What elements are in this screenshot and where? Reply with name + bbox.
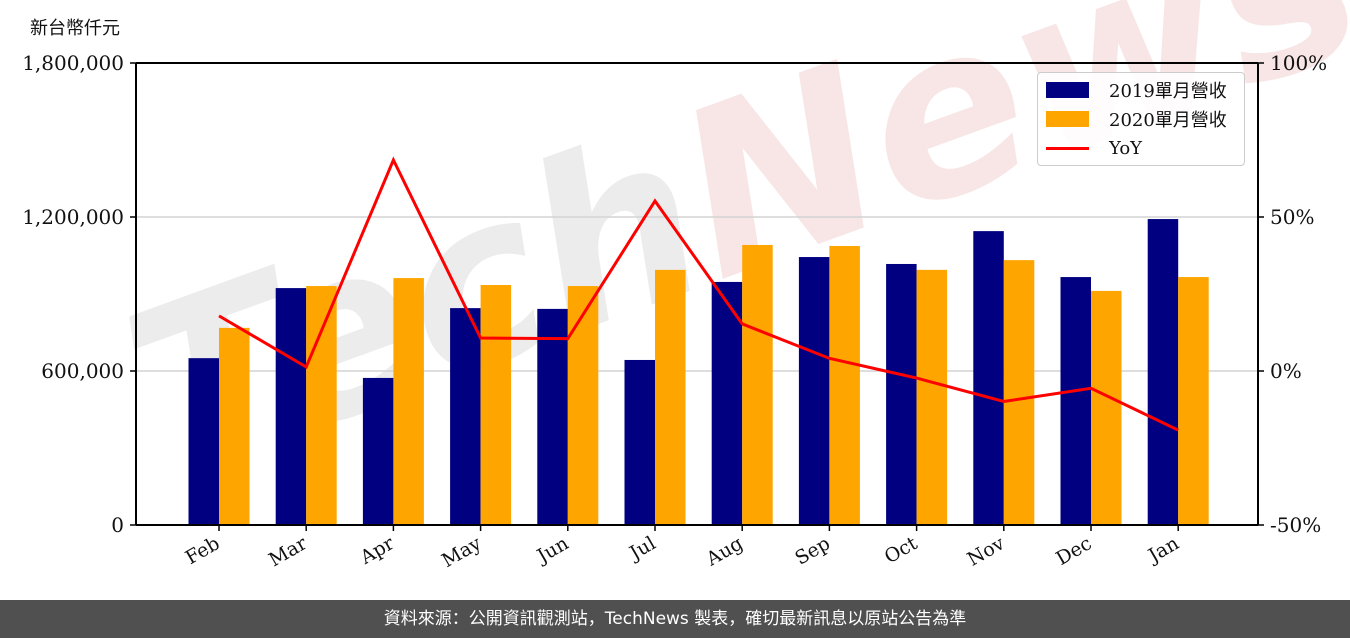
bar-2019 [798,257,830,525]
bar-2019 [188,358,219,525]
x-tick-label: Jan [1143,532,1183,568]
yoy-line-series [218,156,1179,432]
bar-2019 [1060,277,1091,525]
legend-line-yoy [1046,146,1089,150]
x-tick-label: Jul [624,532,659,565]
legend-item-yoy: YoY [1046,136,1142,160]
legend-swatch-2019 [1046,82,1089,98]
bar-2020 [655,269,686,525]
bar-series [188,219,1209,525]
bar-2020 [480,285,512,525]
y-axis-unit-label: 新台幣仟元 [30,18,120,39]
bar-2020 [916,269,948,525]
x-tick-label: Dec [1052,532,1095,570]
bar-2019 [1147,219,1179,525]
bar-2020 [1003,260,1035,525]
y2-tick-label: 50% [1270,205,1314,229]
legend-label-2019: 2019單月營收 [1109,81,1227,102]
bar-2020 [1178,277,1209,525]
x-tick-label: Oct [881,532,922,568]
legend: 2019單月營收 2020單月營收 YoY [1037,72,1245,166]
legend-label-2020: 2020單月營收 [1109,110,1227,131]
yoy-line [218,156,1179,432]
bar-2019 [624,359,655,525]
bar-2020 [219,327,250,525]
y-tick-label: 1,200,000 [22,205,124,229]
x-tick-label: Aug [702,532,747,571]
bar-2019 [450,308,481,525]
bar-2020 [567,286,599,525]
y-tick-label: 600,000 [41,359,124,383]
y-tick-label: 0 [111,513,124,537]
x-tick-label: Apr [356,532,399,569]
x-tick-label: Nov [964,532,1009,571]
legend-item-2020: 2020單月營收 [1046,107,1227,131]
x-tick-label: Mar [265,532,311,571]
bar-2020 [306,286,337,525]
y2-tick-label: 100% [1270,51,1327,75]
bar-2020 [742,244,773,525]
legend-label-yoy: YoY [1109,137,1143,159]
x-tick-label: May [438,532,485,572]
bar-2020 [829,246,860,525]
bar-2019 [973,231,1004,525]
legend-swatch-2020 [1046,111,1089,127]
y2-tick-label: -50% [1270,513,1321,537]
bar-2019 [537,308,568,525]
y2-tick-label: 0% [1270,359,1302,383]
bar-2019 [362,377,394,525]
bar-2020 [1091,290,1122,525]
y-tick-label: 1,800,000 [22,51,124,75]
x-tick-label: Sep [791,532,834,569]
x-tick-label: Feb [182,532,224,569]
bar-2019 [886,263,917,525]
bar-2019 [711,281,743,525]
x-tick-label: Jun [532,532,573,568]
bar-2019 [275,288,307,525]
bar-2020 [393,278,424,525]
chart: TechNews 0600,0001,200,0001,800,000-50%0… [22,0,1350,572]
source-footer: 資料來源：公開資訊觀測站，TechNews 製表，確切最新訊息以原站公告為準 [0,600,1350,638]
legend-item-2019: 2019單月營收 [1046,78,1227,102]
